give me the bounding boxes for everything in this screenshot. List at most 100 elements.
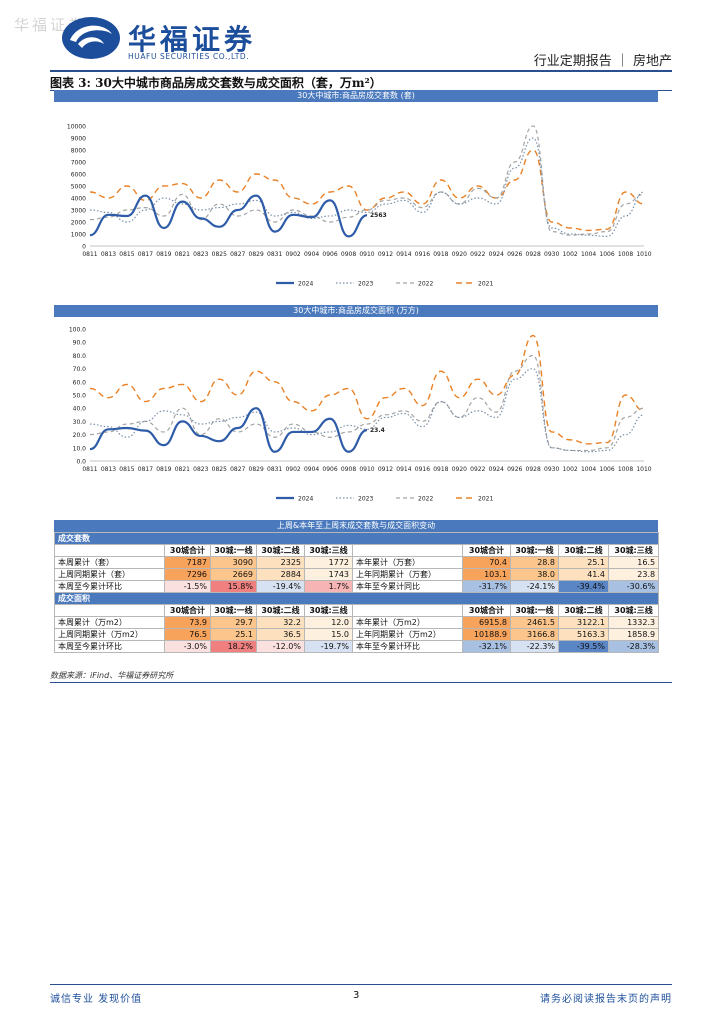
table-cell: 7187: [164, 556, 211, 569]
table-cell: 6915.8: [462, 616, 511, 629]
table-cell: 1.7%: [304, 580, 353, 593]
page-number: 3: [353, 990, 360, 1001]
x-tick-label: 0920: [452, 466, 467, 473]
x-tick-label: 0813: [101, 251, 116, 258]
table-cell: -19.4%: [256, 580, 305, 593]
column-header: 30城:三线: [304, 544, 353, 557]
series-2021-line: [89, 149, 645, 232]
table-cell: -39.5%: [558, 640, 609, 653]
x-tick-label: 0902: [285, 466, 300, 473]
x-tick-label: 0912: [378, 251, 393, 258]
column-header: 30城:三线: [304, 604, 353, 617]
x-tick-label: 0930: [544, 251, 559, 258]
x-tick-label: 0825: [212, 251, 227, 258]
table-cell: 3122.1: [558, 616, 609, 629]
table-cell: 2884: [256, 568, 305, 581]
x-tick-label: 0823: [193, 251, 208, 258]
table-row: 本周至今累计环比 -1.5% 15.8% -19.4% 1.7% 本年至今累计同比 -31.…: [54, 580, 660, 593]
x-tick-label: 0904: [304, 251, 319, 258]
table-cell: -3.0%: [164, 640, 211, 653]
table-cell: -32.1%: [462, 640, 511, 653]
table-row: 上周同期累计（万m2） 76.5 25.1 36.5 15.0 上年同期累计（万m2） 10…: [54, 628, 660, 641]
blank-cell: [352, 604, 463, 617]
x-tick-label: 1008: [618, 466, 633, 473]
blank-cell: [54, 544, 165, 557]
x-tick-label: 0906: [322, 466, 337, 473]
brand-name-english: HUAFU SECURITIES CO.,LTD.: [128, 52, 250, 61]
table-cell: 29.7: [210, 616, 257, 629]
row-label: 本年至今累计环比: [352, 640, 463, 653]
table-cell: -24.1%: [510, 580, 559, 593]
table-cell: 3090: [210, 556, 257, 569]
x-tick-label: 0904: [304, 466, 319, 473]
table-cell: 1772: [304, 556, 353, 569]
table-cell: 70.4: [462, 556, 511, 569]
series-2023-line: [89, 367, 645, 453]
table-cell: 18.2%: [210, 640, 257, 653]
row-label: 上年同期累计（万套）: [352, 568, 463, 581]
column-header: 30城:二线: [256, 604, 305, 617]
x-tick-label: 0817: [138, 251, 153, 258]
column-header: 30城:一线: [210, 604, 257, 617]
table-cell: -31.7%: [462, 580, 511, 593]
table-cell: -22.3%: [510, 640, 559, 653]
source-divider: [50, 682, 672, 683]
y-tick-label: 40.0: [73, 406, 87, 413]
x-tick-label: 0815: [119, 466, 134, 473]
y-tick-label: 10.0: [73, 445, 87, 452]
legend-label-2023: 2023: [358, 281, 373, 288]
y-tick-label: 100.0: [69, 327, 86, 334]
table-cell: 3166.8: [510, 628, 559, 641]
x-tick-label: 1010: [636, 466, 651, 473]
x-tick-label: 0906: [322, 251, 337, 258]
table-cell: -30.6%: [607, 580, 660, 593]
table-cell: 1858.9: [607, 628, 660, 641]
series-2024-line: [89, 407, 368, 453]
y-tick-label: 80.0: [73, 353, 87, 360]
table-cell: 1332.3: [607, 616, 660, 629]
y-tick-label: 30.0: [73, 419, 87, 426]
table-cell: 7296: [164, 568, 211, 581]
table-cell: 2325: [256, 556, 305, 569]
header-divider: [50, 70, 672, 72]
x-tick-label: 0817: [138, 466, 153, 473]
x-tick-label: 0825: [212, 466, 227, 473]
x-tick-label: 0918: [433, 466, 448, 473]
x-tick-label: 0908: [341, 466, 356, 473]
y-tick-label: 2000: [71, 220, 86, 227]
table-cell: 2669: [210, 568, 257, 581]
section-header-row: 成交套数: [53, 532, 660, 545]
x-tick-label: 0811: [82, 466, 97, 473]
column-header-row: 30城合计 30城:一线 30城:二线 30城:三线 30城合计 30城:一线 30城:二线…: [54, 604, 660, 617]
x-tick-label: 0926: [507, 466, 522, 473]
x-tick-label: 0908: [341, 251, 356, 258]
data-source: 数据来源：iFind、华福证券研究所: [50, 671, 174, 680]
table-title: 上周&本年至上周末成交套数与成交面积变动: [54, 520, 658, 532]
x-tick-label: 0922: [470, 251, 485, 258]
figure-title: 图表 3: 30大中城市商品房成交套数与成交面积（套，万m²）: [50, 76, 382, 90]
y-tick-label: 9000: [71, 136, 86, 143]
transactions-area-chart: 0.0 10.0 20.0 30.0 40.0 50.0 60.0 70.0 80.0 90.0 1…: [69, 327, 652, 503]
x-tick-label: 0815: [119, 251, 134, 258]
column-header: 30城合计: [462, 544, 511, 557]
x-tick-label: 0914: [396, 466, 411, 473]
x-tick-label: 1006: [599, 466, 614, 473]
table-cell: 10188.9: [462, 628, 511, 641]
blank-cell: [352, 544, 463, 557]
x-tick-label: 0926: [507, 251, 522, 258]
footer-divider: [50, 984, 672, 985]
chart2-title: 30大中城市:商品房成交面积 (万方): [54, 305, 658, 317]
row-label: 上周同期累计（万m2）: [54, 628, 165, 641]
y-tick-label: 0.0: [76, 459, 86, 466]
table-cell: 76.5: [164, 628, 211, 641]
footer-slogan: 诚信专业 发现价值: [50, 994, 143, 1005]
x-tick-label: 0821: [175, 251, 190, 258]
footer-disclaimer: 请务必阅读报告末页的声明: [540, 994, 672, 1005]
table-row: 上周同期累计（套） 7296 2669 2884 1743 上年同期累计（万套） 103.1…: [54, 568, 660, 581]
y-tick-label: 6000: [71, 172, 86, 179]
x-tick-label: 1004: [581, 251, 596, 258]
x-tick-label: 0910: [359, 251, 374, 258]
y-tick-label: 20.0: [73, 432, 87, 439]
section-title: 成交套数: [53, 532, 660, 545]
last-value-label: 2563: [370, 212, 387, 219]
